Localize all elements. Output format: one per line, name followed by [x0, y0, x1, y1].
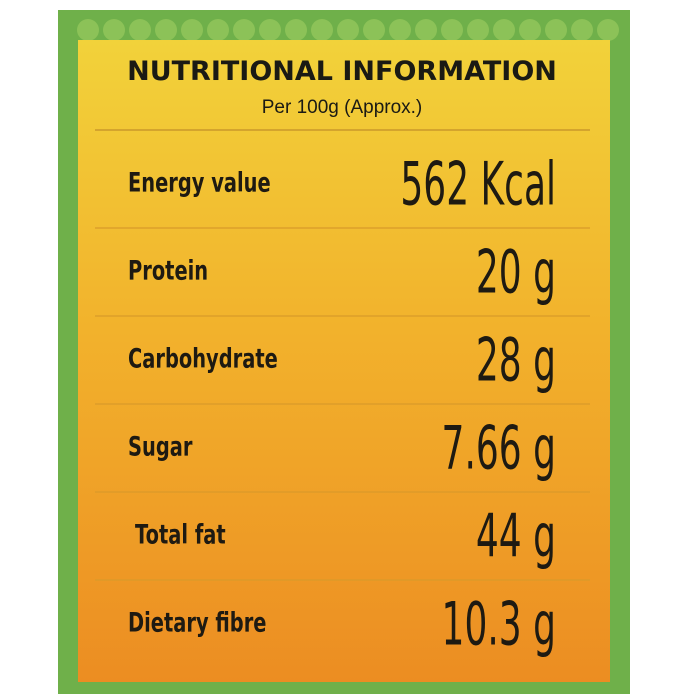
- nutrient-value: 44 g: [476, 501, 556, 571]
- scallop: [311, 19, 333, 41]
- nutrient-value: 10.3 g: [442, 589, 556, 659]
- scallop: [77, 19, 99, 41]
- scallop: [129, 19, 151, 41]
- subtitle: Per 100g (Approx.): [262, 97, 423, 118]
- scallop: [285, 19, 307, 41]
- scallop: [389, 19, 411, 41]
- scalloped-edge: [77, 19, 619, 41]
- scallop: [597, 19, 619, 41]
- title: NUTRITIONAL INFORMATION: [127, 56, 557, 87]
- scallop: [493, 19, 515, 41]
- scallop: [259, 19, 281, 41]
- scallop: [181, 19, 203, 41]
- nutrient-label: Protein: [128, 254, 208, 286]
- scallop: [441, 19, 463, 41]
- scallop: [519, 19, 541, 41]
- scallop: [207, 19, 229, 41]
- scallop: [103, 19, 125, 41]
- scallop: [571, 19, 593, 41]
- nutrient-value: 562 Kcal: [400, 149, 556, 219]
- label-panel: [78, 40, 610, 682]
- nutrient-label: Sugar: [128, 430, 193, 462]
- scallop: [363, 19, 385, 41]
- scallop: [415, 19, 437, 41]
- scallop: [337, 19, 359, 41]
- scallop: [545, 19, 567, 41]
- nutrient-label: Carbohydrate: [128, 342, 278, 374]
- table: Energy value 562 Kcal Protein 20 g Carbohydr…: [95, 149, 590, 659]
- scallop: [233, 19, 255, 41]
- nutrient-value: 7.66 g: [442, 413, 556, 483]
- nutrient-label: Total fat: [135, 518, 226, 550]
- nutrient-value: 20 g: [476, 237, 556, 307]
- nutrient-label: Dietary fibre: [128, 606, 266, 638]
- nutrient-label: Energy value: [128, 166, 271, 198]
- scallop: [155, 19, 177, 41]
- scallop: [467, 19, 489, 41]
- nutrient-value: 28 g: [476, 325, 556, 395]
